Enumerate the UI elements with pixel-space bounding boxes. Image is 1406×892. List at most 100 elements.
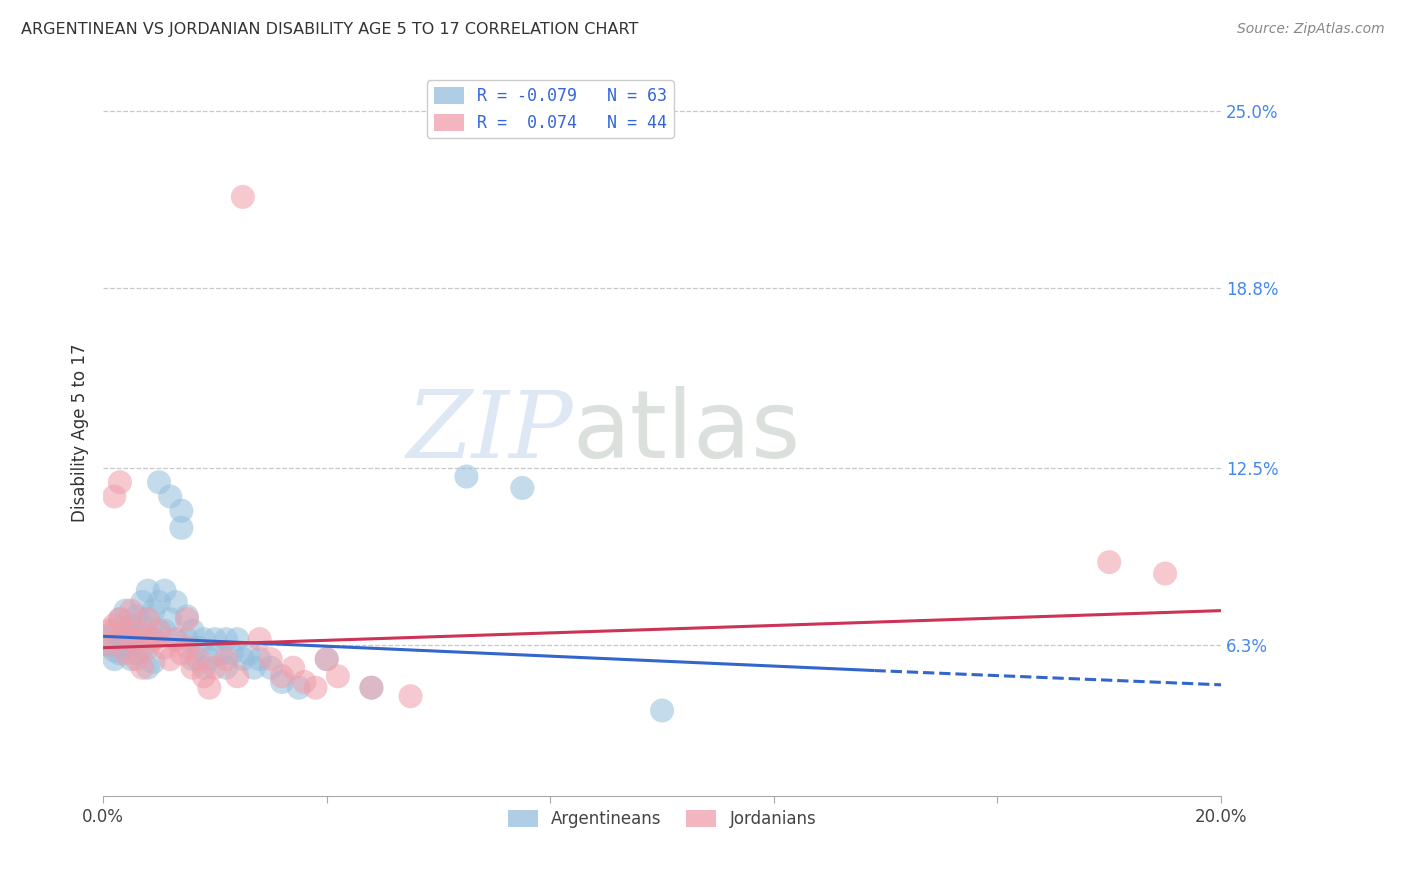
Point	[108, 612, 131, 626]
Point	[120, 652, 142, 666]
Point	[249, 632, 271, 647]
Point	[125, 609, 148, 624]
Point	[142, 632, 165, 647]
Point	[287, 681, 309, 695]
Point	[114, 640, 136, 655]
Point	[114, 647, 136, 661]
Point	[131, 632, 153, 647]
Point	[243, 661, 266, 675]
Point	[114, 624, 136, 638]
Point	[165, 632, 187, 647]
Point	[103, 643, 125, 657]
Point	[198, 681, 221, 695]
Point	[159, 652, 181, 666]
Point	[651, 704, 673, 718]
Point	[165, 632, 187, 647]
Point	[204, 661, 226, 675]
Point	[120, 632, 142, 647]
Point	[399, 690, 422, 704]
Point	[97, 638, 120, 652]
Point	[260, 661, 283, 675]
Point	[187, 640, 209, 655]
Point	[271, 669, 294, 683]
Point	[249, 652, 271, 666]
Text: Source: ZipAtlas.com: Source: ZipAtlas.com	[1237, 22, 1385, 37]
Point	[176, 632, 198, 647]
Point	[114, 604, 136, 618]
Point	[215, 652, 238, 666]
Point	[148, 475, 170, 490]
Point	[292, 675, 315, 690]
Point	[153, 583, 176, 598]
Point	[108, 612, 131, 626]
Point	[226, 669, 249, 683]
Text: ARGENTINEAN VS JORDANIAN DISABILITY AGE 5 TO 17 CORRELATION CHART: ARGENTINEAN VS JORDANIAN DISABILITY AGE …	[21, 22, 638, 37]
Point	[304, 681, 326, 695]
Point	[120, 618, 142, 632]
Point	[360, 681, 382, 695]
Point	[193, 669, 215, 683]
Point	[142, 632, 165, 647]
Point	[136, 612, 159, 626]
Point	[221, 647, 243, 661]
Point	[170, 521, 193, 535]
Point	[97, 624, 120, 638]
Point	[315, 652, 337, 666]
Point	[136, 640, 159, 655]
Point	[232, 190, 254, 204]
Point	[153, 640, 176, 655]
Point	[103, 618, 125, 632]
Point	[125, 629, 148, 643]
Point	[271, 675, 294, 690]
Point	[159, 612, 181, 626]
Point	[97, 638, 120, 652]
Point	[170, 647, 193, 661]
Point	[108, 647, 131, 661]
Point	[148, 624, 170, 638]
Point	[114, 624, 136, 638]
Point	[136, 583, 159, 598]
Point	[283, 661, 305, 675]
Point	[103, 490, 125, 504]
Point	[108, 475, 131, 490]
Point	[181, 624, 204, 638]
Point	[165, 595, 187, 609]
Point	[360, 681, 382, 695]
Point	[125, 652, 148, 666]
Point	[131, 661, 153, 675]
Point	[108, 632, 131, 647]
Point	[226, 632, 249, 647]
Legend: Argentineans, Jordanians: Argentineans, Jordanians	[501, 804, 823, 835]
Point	[181, 652, 204, 666]
Text: ZIP: ZIP	[406, 387, 572, 477]
Point	[187, 652, 209, 666]
Point	[120, 632, 142, 647]
Point	[193, 661, 215, 675]
Point	[131, 595, 153, 609]
Point	[131, 618, 153, 632]
Point	[456, 469, 478, 483]
Point	[238, 647, 260, 661]
Point	[198, 652, 221, 666]
Point	[326, 669, 349, 683]
Point	[176, 640, 198, 655]
Point	[125, 647, 148, 661]
Point	[193, 632, 215, 647]
Point	[103, 624, 125, 638]
Point	[176, 609, 198, 624]
Point	[1154, 566, 1177, 581]
Point	[315, 652, 337, 666]
Point	[136, 661, 159, 675]
Point	[159, 490, 181, 504]
Y-axis label: Disability Age 5 to 17: Disability Age 5 to 17	[72, 343, 89, 522]
Point	[148, 595, 170, 609]
Point	[153, 624, 176, 638]
Point	[260, 652, 283, 666]
Point	[1098, 555, 1121, 569]
Point	[125, 624, 148, 638]
Point	[103, 652, 125, 666]
Point	[142, 655, 165, 669]
Point	[215, 661, 238, 675]
Point	[136, 612, 159, 626]
Point	[142, 604, 165, 618]
